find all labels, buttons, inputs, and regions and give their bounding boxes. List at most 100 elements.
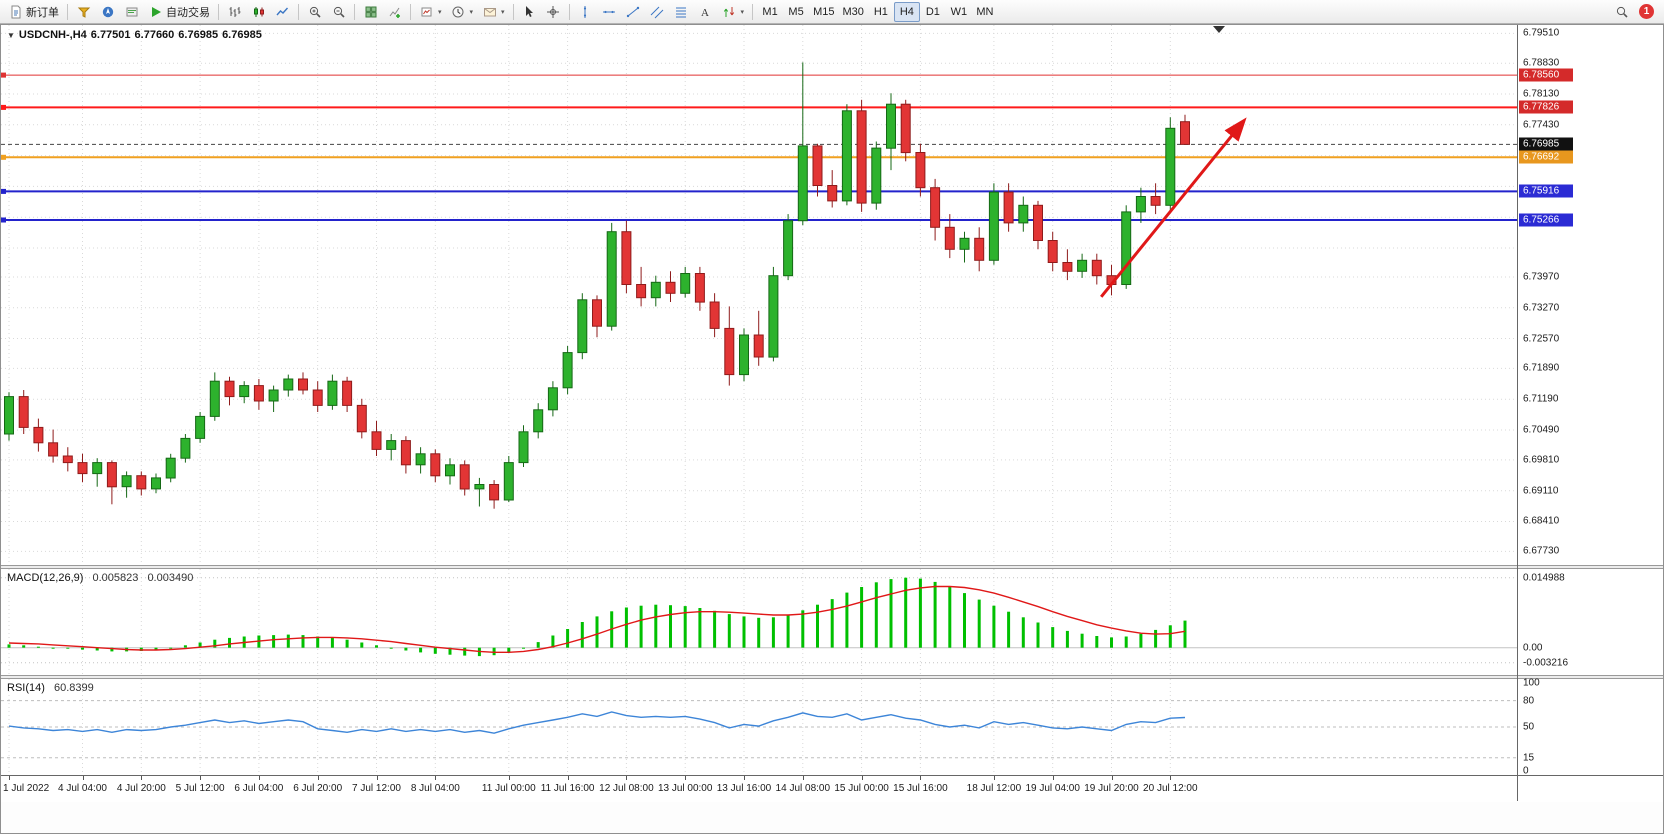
macd-pane[interactable]: MACD(12,26,9) 0.005823 0.003490	[1, 569, 1663, 675]
timeframe-H1-button[interactable]: H1	[868, 2, 894, 22]
auto-trading-label: 自动交易	[166, 6, 210, 19]
time-axis-label: 7 Jul 12:00	[352, 783, 401, 794]
rsi-axis-label: 100	[1523, 677, 1540, 689]
macd-title: MACD(12,26,9)	[7, 572, 84, 584]
new-order-button[interactable]: 新订单	[4, 2, 63, 22]
toolbar-separator	[752, 3, 754, 20]
price-axis-label: 6.71890	[1523, 362, 1560, 374]
navigator-button[interactable]	[96, 2, 119, 22]
candlestick-chart-button[interactable]	[247, 2, 270, 22]
terminal-button[interactable]	[120, 2, 143, 22]
time-axis-label: 14 Jul 08:00	[775, 783, 831, 794]
text-label-button[interactable]: A	[694, 2, 717, 22]
time-axis-tick	[1170, 776, 1172, 780]
tile-windows-button[interactable]	[359, 2, 382, 22]
market-watch-icon	[76, 4, 91, 19]
arrows-icon	[722, 4, 737, 19]
fibonacci-button[interactable]	[670, 2, 693, 22]
navigator-icon	[100, 4, 115, 19]
price-axis-label: 6.72570	[1523, 333, 1560, 345]
time-axis-label: 11 Jul 16:00	[540, 783, 595, 794]
timeframe-M30-button[interactable]: M30	[838, 2, 867, 22]
search-button[interactable]	[1610, 2, 1633, 22]
zoom-out-icon	[331, 4, 346, 19]
chart-shift-marker[interactable]	[1213, 26, 1225, 33]
time-axis-label: 12 Jul 08:00	[599, 783, 654, 794]
text-icon: A	[698, 4, 713, 19]
one-click-trading-toggle[interactable]: ▼	[7, 30, 15, 40]
price-axis-label: 6.78830	[1523, 57, 1560, 69]
timeframe-M15-button[interactable]: M15	[809, 2, 838, 22]
time-axis[interactable]: 1 Jul 2022 4 Jul 04:00 4 Jul 20:00 5 Jul 12…	[1, 775, 1663, 802]
candlestick-chart[interactable]	[1, 25, 1517, 565]
pane-divider[interactable]	[1, 565, 1663, 569]
timeframe-M1-button[interactable]: M1	[757, 2, 783, 22]
tile-windows-icon	[363, 4, 378, 19]
macd-chart[interactable]	[1, 569, 1517, 675]
toolbar: 新订单 自动交易 ▾ ▾ ▾ A ▾ M1 M5 M15 M30 H1 H4 D1 W1 MN …	[0, 0, 1664, 24]
horizontal-line-icon	[602, 4, 617, 19]
new-chart-button[interactable]: ▾	[415, 2, 446, 22]
vertical-line-button[interactable]	[574, 2, 597, 22]
crosshair-button[interactable]	[542, 2, 565, 22]
macd-signal-value: 0.003490	[147, 572, 194, 584]
channel-icon	[650, 4, 665, 19]
time-axis-label: 13 Jul 00:00	[657, 783, 713, 794]
line-chart-button[interactable]	[271, 2, 294, 22]
cursor-button[interactable]	[518, 2, 541, 22]
rsi-chart[interactable]	[1, 679, 1517, 775]
time-axis-label: 13 Jul 16:00	[716, 783, 772, 794]
notification-badge[interactable]: 1	[1639, 4, 1654, 19]
time-axis-label: 11 Jul 00:00	[481, 783, 536, 794]
toolbar-right-group: 1	[1610, 2, 1660, 22]
price-axis-label: 6.73970	[1523, 271, 1560, 283]
rsi-axis-label: 0	[1523, 765, 1529, 777]
horizontal-line-button[interactable]	[598, 2, 621, 22]
timeframe-H4-button[interactable]: H4	[893, 1, 920, 22]
time-axis-label: 19 Jul 04:00	[1025, 783, 1080, 794]
toolbar-separator	[512, 3, 514, 20]
rsi-pane[interactable]: RSI(14) 60.8399	[1, 679, 1663, 775]
level-price-badge: 6.78560	[1519, 68, 1573, 82]
rsi-title: RSI(14)	[7, 682, 45, 694]
line-chart-icon	[275, 4, 290, 19]
macd-axis-label: 0.00	[1523, 642, 1543, 654]
indicators-button[interactable]	[383, 2, 406, 22]
time-axis-tick	[920, 776, 922, 780]
toolbar-separator	[410, 3, 411, 20]
chevron-down-icon: ▾	[469, 8, 474, 16]
rsi-label: RSI(14) 60.8399	[7, 682, 94, 694]
bar-chart-button[interactable]	[223, 2, 246, 22]
timeframe-W1-button[interactable]: W1	[946, 2, 972, 22]
timeframe-D1-button[interactable]: D1	[920, 2, 946, 22]
time-axis-tick	[508, 776, 510, 780]
timeframe-MN-button[interactable]: MN	[972, 2, 998, 22]
clock-icon	[451, 4, 466, 19]
timeframe-M5-button[interactable]: M5	[783, 2, 809, 22]
symbol-ohlc-line: ▼ USDCNH-,H4 6.77501 6.77660 6.76985 6.7…	[7, 29, 262, 41]
time-axis-label: 15 Jul 16:00	[893, 783, 948, 794]
time-axis-tick	[802, 776, 804, 780]
toolbar-separator	[218, 3, 219, 20]
price-axis-label: 6.70490	[1523, 424, 1560, 436]
main-price-pane[interactable]: ▼ USDCNH-,H4 6.77501 6.77660 6.76985 6.7…	[1, 25, 1663, 565]
zoom-in-button[interactable]	[303, 2, 326, 22]
time-axis-label: 4 Jul 04:00	[58, 783, 107, 794]
macd-axis-label: 0.014988	[1523, 572, 1565, 584]
profiles-button[interactable]: ▾	[447, 2, 478, 22]
zoom-in-icon	[307, 4, 322, 19]
equidistant-channel-button[interactable]	[646, 2, 669, 22]
zoom-out-button[interactable]	[327, 2, 350, 22]
time-axis-tick	[82, 776, 84, 780]
crosshair-icon	[546, 4, 561, 19]
toolbar-separator	[298, 3, 299, 20]
auto-trading-button[interactable]: 自动交易	[144, 2, 214, 22]
price-axis[interactable]: 6.79510 6.78830 6.78130 6.77430 6.73970 6.732…	[1518, 25, 1663, 801]
market-watch-button[interactable]	[72, 2, 95, 22]
arrows-button[interactable]: ▾	[718, 2, 749, 22]
time-axis-label: 4 Jul 20:00	[116, 783, 166, 794]
toolbar-separator	[354, 3, 355, 20]
trendline-button[interactable]	[622, 2, 645, 22]
templates-button[interactable]: ▾	[478, 2, 509, 22]
pane-divider[interactable]	[1, 675, 1663, 679]
